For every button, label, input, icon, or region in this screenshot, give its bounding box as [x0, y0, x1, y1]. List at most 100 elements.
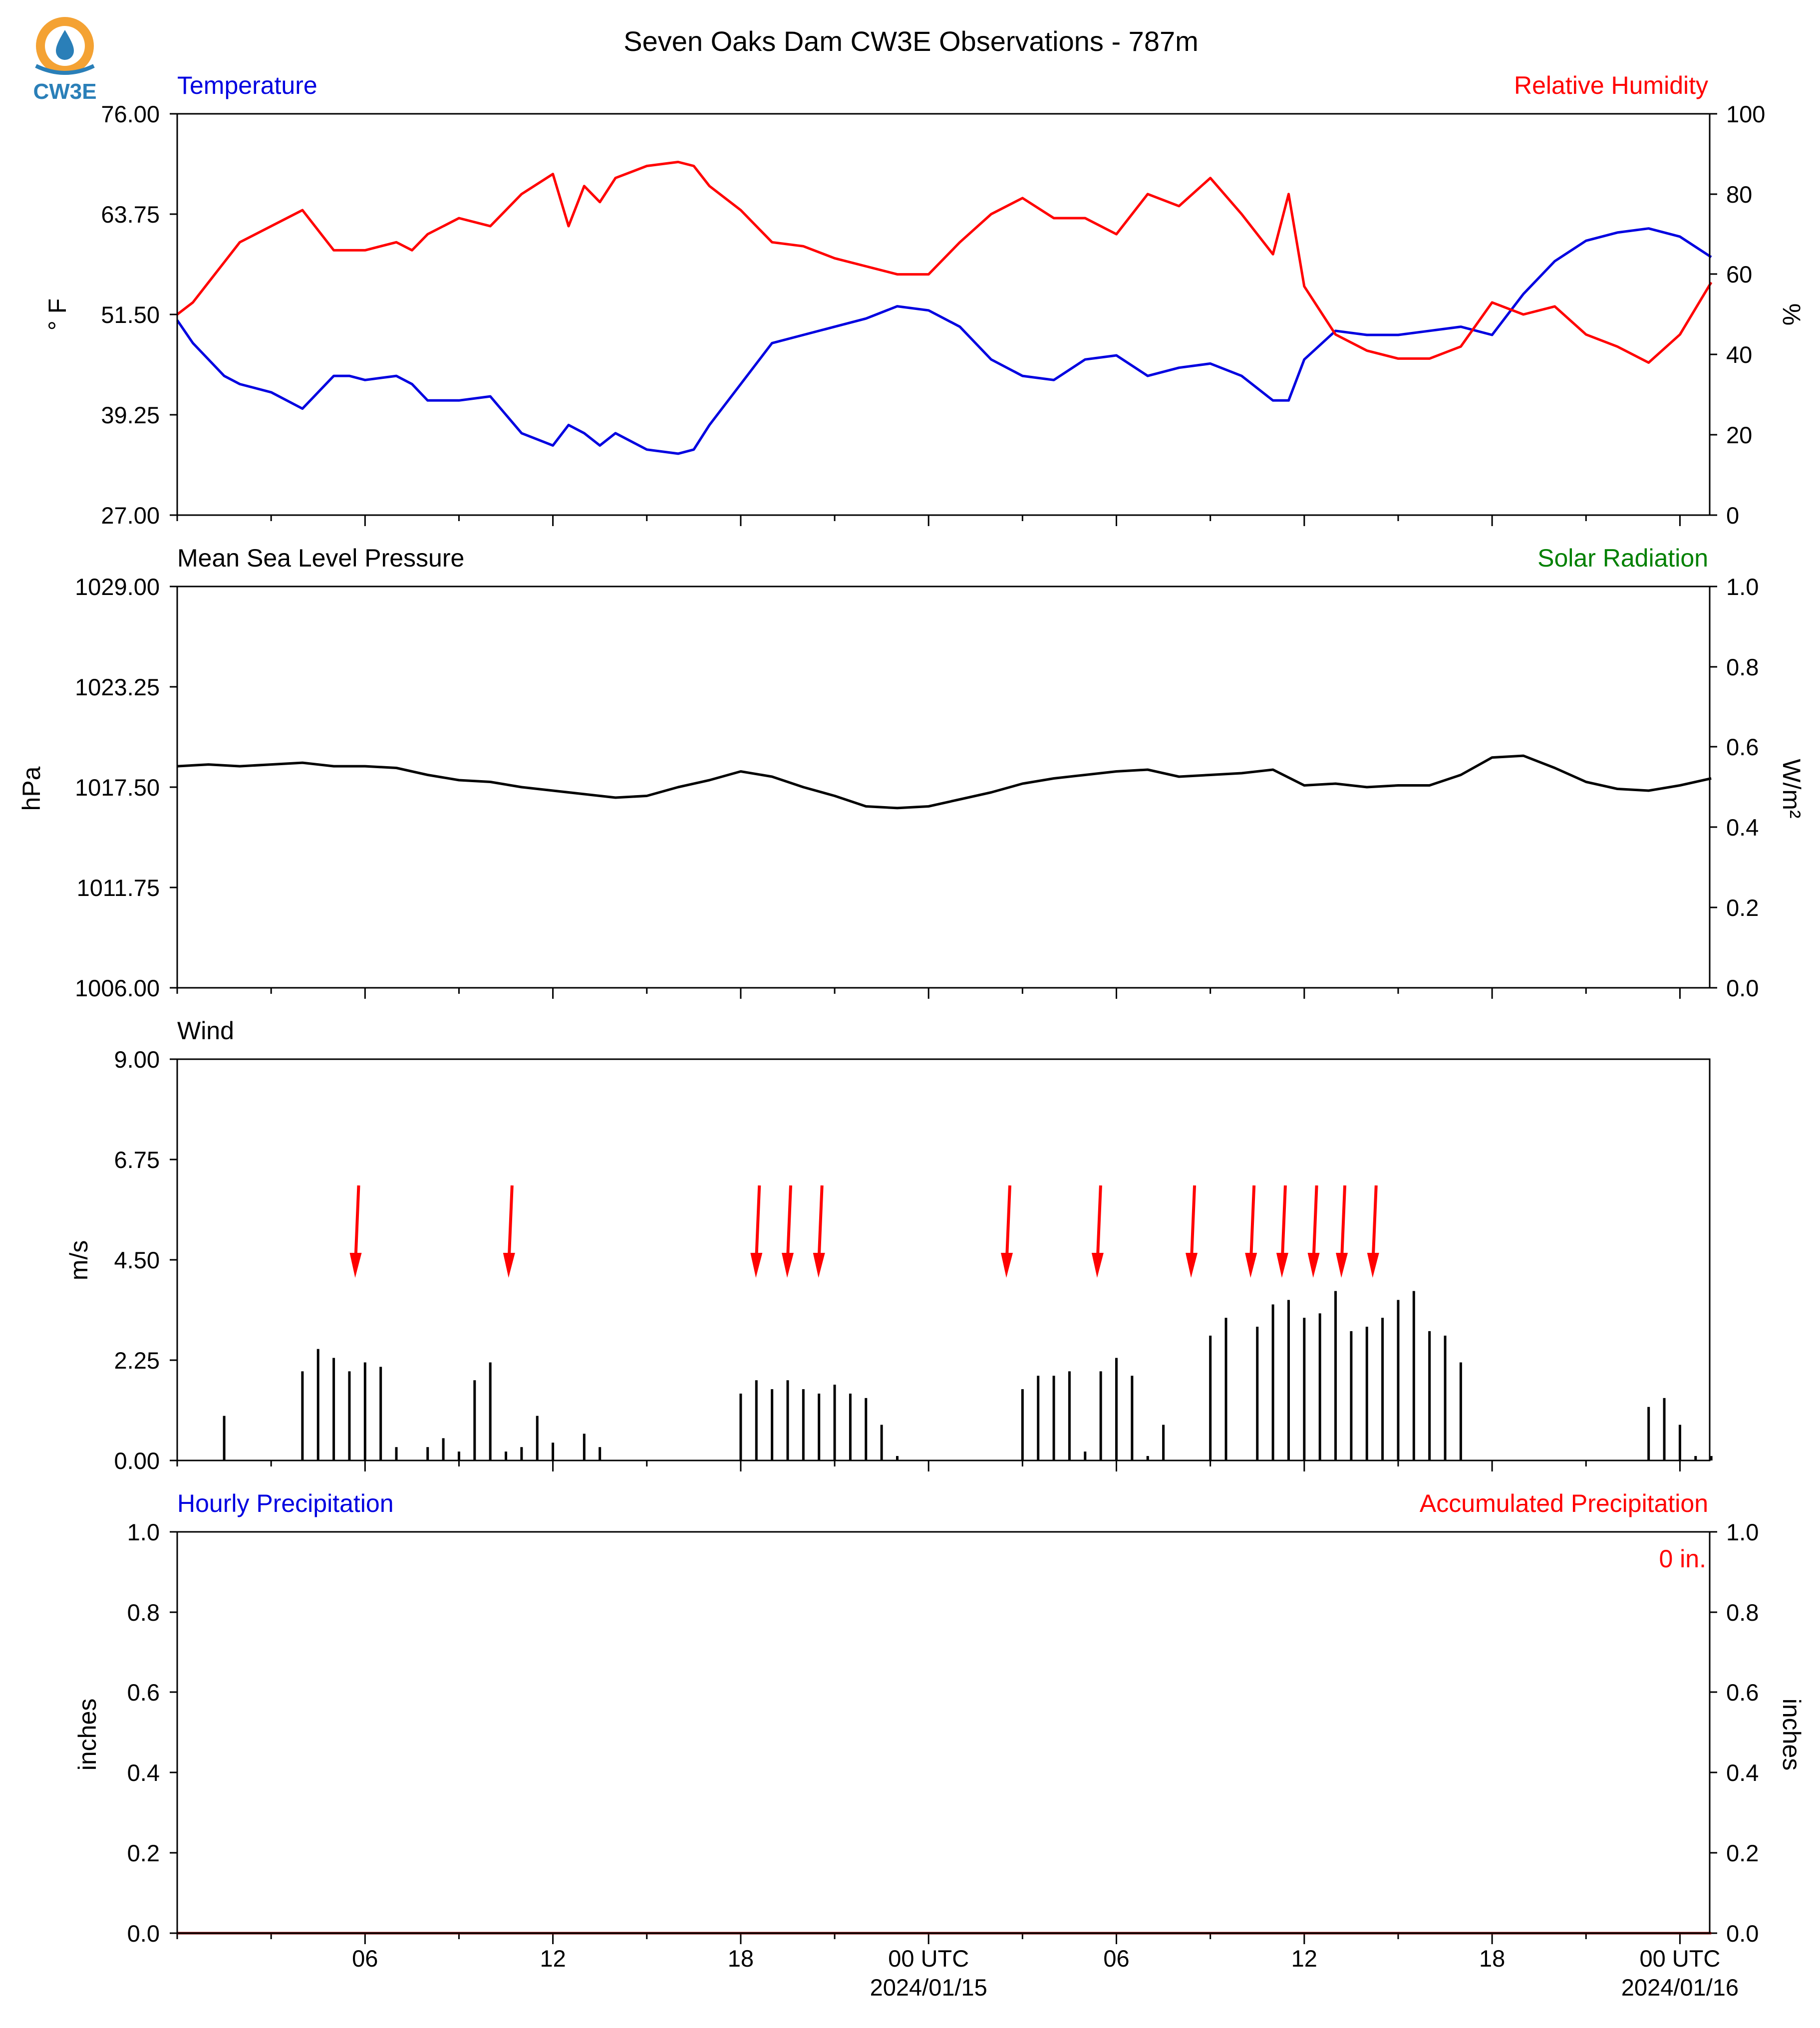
accum-tick-label: 1.0 — [1726, 1519, 1759, 1545]
pressure-series — [177, 754, 1712, 810]
x-tick-label: 18 — [1479, 1945, 1505, 1972]
wind-unit-label: m/s — [65, 1240, 93, 1281]
cw3e-logo: CW3E — [33, 17, 97, 104]
figure-title: Seven Oaks Dam CW3E Observations - 787m — [623, 25, 1199, 57]
x-tick-date-label: 2024/01/15 — [870, 1974, 987, 2001]
solar-tick-label: 0.0 — [1726, 975, 1759, 1001]
temperature-series — [176, 227, 1712, 455]
solar-unit-label: W/m² — [1778, 759, 1806, 818]
solar-tick-label: 0.8 — [1726, 654, 1759, 680]
wind-arrow — [1091, 1185, 1104, 1278]
humidity-series — [176, 161, 1713, 364]
precip-tick-label: 0.0 — [127, 1920, 160, 1947]
hourly-precip-title: Hourly Precipitation — [177, 1489, 394, 1517]
wind-tick-label: 9.00 — [114, 1046, 160, 1073]
accum-tick-label: 0.4 — [1726, 1759, 1759, 1786]
accum-tick-label: 0.8 — [1726, 1599, 1759, 1626]
wind-tick-label: 6.75 — [114, 1147, 160, 1173]
panel4-left-ticks — [170, 1531, 177, 1934]
wind-arrow — [349, 1185, 362, 1278]
pressure-line — [177, 754, 1712, 810]
x-tick-label: 06 — [352, 1945, 378, 1972]
panel2-x-ticks — [176, 988, 1681, 999]
precip-left-unit-label: inches — [73, 1699, 101, 1771]
temp-tick-label: 51.50 — [101, 301, 160, 328]
wind-arrow — [1307, 1185, 1320, 1278]
x-tick-label: 12 — [1291, 1945, 1317, 1972]
precip-tick-label: 0.4 — [127, 1759, 160, 1786]
panel-wind: Wind m/s 9.00 6.75 4.50 2.25 0.00 — [65, 1017, 1713, 1474]
solar-tick-label: 0.6 — [1726, 734, 1759, 760]
rh-tick-label: 40 — [1726, 341, 1752, 368]
humidity-line — [176, 161, 1713, 364]
solar-tick-label: 0.2 — [1726, 894, 1759, 921]
solar-tick-label: 1.0 — [1726, 574, 1759, 600]
panel2-left-ticks — [170, 585, 177, 989]
x-tick-label: 00 UTC — [888, 1945, 969, 1972]
x-tick-label: 00 UTC — [1639, 1945, 1720, 1972]
accum-tick-label: 0.2 — [1726, 1840, 1759, 1866]
rh-tick-label: 80 — [1726, 181, 1752, 208]
wind-tick-label: 0.00 — [114, 1448, 160, 1474]
temperature-title: Temperature — [177, 71, 317, 99]
precip-right-unit-label: inches — [1778, 1699, 1806, 1771]
humidity-title: Relative Humidity — [1514, 71, 1708, 99]
wind-arrow — [1367, 1185, 1379, 1278]
panel-precipitation: Hourly Precipitation Accumulated Precipi… — [73, 1489, 1806, 2001]
panel-temperature-humidity: Temperature Relative Humidity ° F % 76.0… — [43, 71, 1806, 529]
panel3-x-ticks — [176, 1460, 1681, 1471]
logo-text: CW3E — [33, 79, 96, 104]
wind-arrow — [781, 1185, 794, 1278]
wind-arrow — [750, 1185, 763, 1278]
x-tick-label: 06 — [1103, 1945, 1129, 1972]
panel3-frame — [176, 1058, 1711, 1461]
solar-tick-label: 0.4 — [1726, 814, 1759, 841]
pressure-unit-label: hPa — [17, 766, 45, 811]
pressure-tick-label: 1017.50 — [75, 774, 160, 801]
panel1-frame — [176, 113, 1711, 516]
temp-tick-label: 39.25 — [101, 402, 160, 428]
wind-arrow — [1186, 1185, 1198, 1278]
rh-tick-label: 100 — [1726, 101, 1765, 127]
panel1-left-ticks — [170, 113, 177, 516]
pressure-tick-label: 1029.00 — [75, 574, 160, 600]
panel4-right-ticks — [1710, 1531, 1717, 1934]
pressure-tick-label: 1006.00 — [75, 975, 160, 1001]
accum-tick-label: 0.6 — [1726, 1679, 1759, 1706]
wind-arrow — [1245, 1185, 1257, 1278]
x-tick-label: 12 — [540, 1945, 566, 1972]
panel1-right-ticks — [1710, 113, 1717, 516]
wind-tick-label: 4.50 — [114, 1247, 160, 1273]
pressure-tick-label: 1023.25 — [75, 674, 160, 700]
temperature-line — [176, 227, 1712, 455]
wind-arrow — [813, 1185, 825, 1278]
accum-precip-title: Accumulated Precipitation — [1420, 1489, 1708, 1517]
precip-tick-label: 1.0 — [127, 1519, 160, 1545]
temperature-unit-label: ° F — [43, 298, 71, 330]
accum-tick-label: 0.0 — [1726, 1920, 1759, 1947]
wind-tick-label: 2.25 — [114, 1347, 160, 1374]
water-drop-icon — [56, 30, 74, 60]
wind-arrow — [1336, 1185, 1348, 1278]
pressure-tick-label: 1011.75 — [77, 874, 160, 901]
temp-tick-label: 63.75 — [101, 201, 160, 228]
panel2-right-ticks — [1710, 585, 1717, 989]
precip-tick-label: 0.2 — [127, 1840, 160, 1866]
solar-title: Solar Radiation — [1537, 544, 1708, 572]
rh-tick-label: 0 — [1726, 502, 1739, 529]
panel-pressure-solar: Mean Sea Level Pressure Solar Radiation … — [17, 544, 1806, 1001]
accum-precip-value: 0 in. — [1659, 1545, 1706, 1573]
panel4-frame — [176, 1531, 1711, 1934]
wind-direction-arrows — [349, 1185, 1379, 1278]
humidity-unit-label: % — [1778, 303, 1806, 325]
wind-speed-series — [223, 1291, 1713, 1460]
rh-tick-label: 60 — [1726, 261, 1752, 288]
temp-tick-label: 27.00 — [101, 502, 160, 529]
rh-tick-label: 20 — [1726, 422, 1752, 448]
precip-tick-label: 0.8 — [127, 1599, 160, 1626]
wind-arrow — [1001, 1185, 1013, 1278]
panel2-frame — [176, 585, 1711, 989]
